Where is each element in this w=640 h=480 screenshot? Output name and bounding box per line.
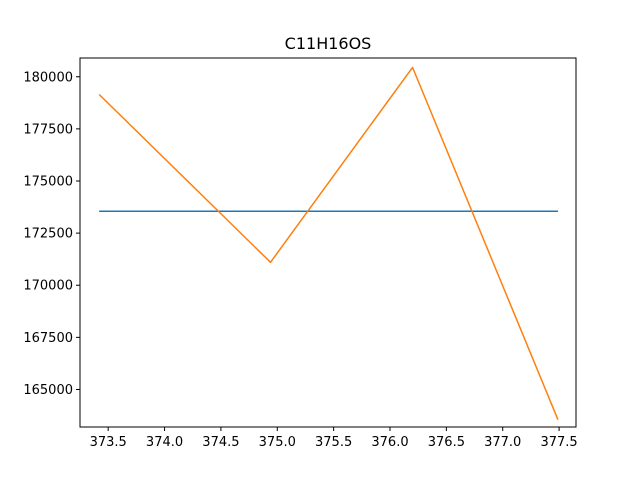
chart-title: C11H16OS xyxy=(285,34,372,53)
x-tick-label: 375.5 xyxy=(315,435,352,450)
x-tick-label: 374.5 xyxy=(202,435,239,450)
y-tick-label: 180000 xyxy=(23,70,73,85)
x-tick-label: 373.5 xyxy=(90,435,127,450)
y-tick-label: 172500 xyxy=(23,227,73,242)
y-tick-label: 175000 xyxy=(23,175,73,190)
x-tick-label: 375.0 xyxy=(259,435,296,450)
y-tick-label: 167500 xyxy=(23,331,73,346)
series-layer xyxy=(98,66,559,420)
x-axis: 373.5 374.0 374.5 375.0 375.5 376.0 376.5 377.0… xyxy=(90,427,578,450)
y-tick-label: 170000 xyxy=(23,279,73,294)
x-tick-label: 377.5 xyxy=(540,435,577,450)
series-line-2 xyxy=(98,66,559,420)
x-tick-label: 377.0 xyxy=(484,435,521,450)
y-tick-label: 165000 xyxy=(23,383,73,398)
y-tick-label: 177500 xyxy=(23,122,73,137)
plot-frame xyxy=(79,57,577,428)
x-tick-label: 376.0 xyxy=(371,435,408,450)
x-tick-label: 374.0 xyxy=(146,435,183,450)
x-tick-label: 376.5 xyxy=(428,435,465,450)
y-axis: 165000 167500 170000 172500 175000 177500 1800… xyxy=(23,70,80,398)
